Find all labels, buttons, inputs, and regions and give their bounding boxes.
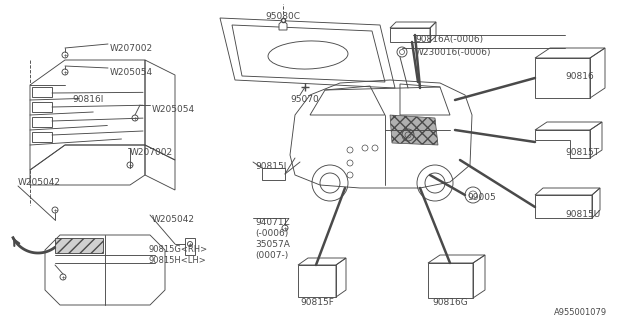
Polygon shape [390, 115, 438, 145]
Text: 90815U: 90815U [565, 210, 600, 219]
Text: 99005: 99005 [467, 193, 496, 202]
Text: 90816A(-0006): 90816A(-0006) [415, 35, 483, 44]
Text: 90816: 90816 [565, 72, 594, 81]
Text: 90815F: 90815F [300, 298, 334, 307]
Text: 35057A: 35057A [255, 240, 290, 249]
Text: 90815T: 90815T [565, 148, 599, 157]
Text: A955001079: A955001079 [554, 308, 607, 317]
Text: (0007-): (0007-) [255, 251, 288, 260]
Text: 90815G<RH>: 90815G<RH> [148, 245, 207, 254]
Polygon shape [279, 20, 287, 30]
Text: 95070: 95070 [290, 95, 319, 104]
Text: 95080C: 95080C [265, 12, 300, 21]
Text: 90815I: 90815I [255, 162, 286, 171]
Polygon shape [55, 238, 103, 253]
Text: W205042: W205042 [152, 215, 195, 224]
Text: 90816G: 90816G [432, 298, 468, 307]
Text: W205042: W205042 [18, 178, 61, 187]
Text: W230016(-0006): W230016(-0006) [415, 48, 492, 57]
Text: (-0006): (-0006) [255, 229, 288, 238]
Text: 94071Z: 94071Z [255, 218, 290, 227]
Text: W207002: W207002 [130, 148, 173, 157]
Text: 90815H<LH>: 90815H<LH> [148, 256, 205, 265]
Text: 90816I: 90816I [72, 95, 104, 104]
Text: W205054: W205054 [110, 68, 153, 77]
Text: W205054: W205054 [152, 105, 195, 114]
Text: W207002: W207002 [110, 44, 153, 53]
